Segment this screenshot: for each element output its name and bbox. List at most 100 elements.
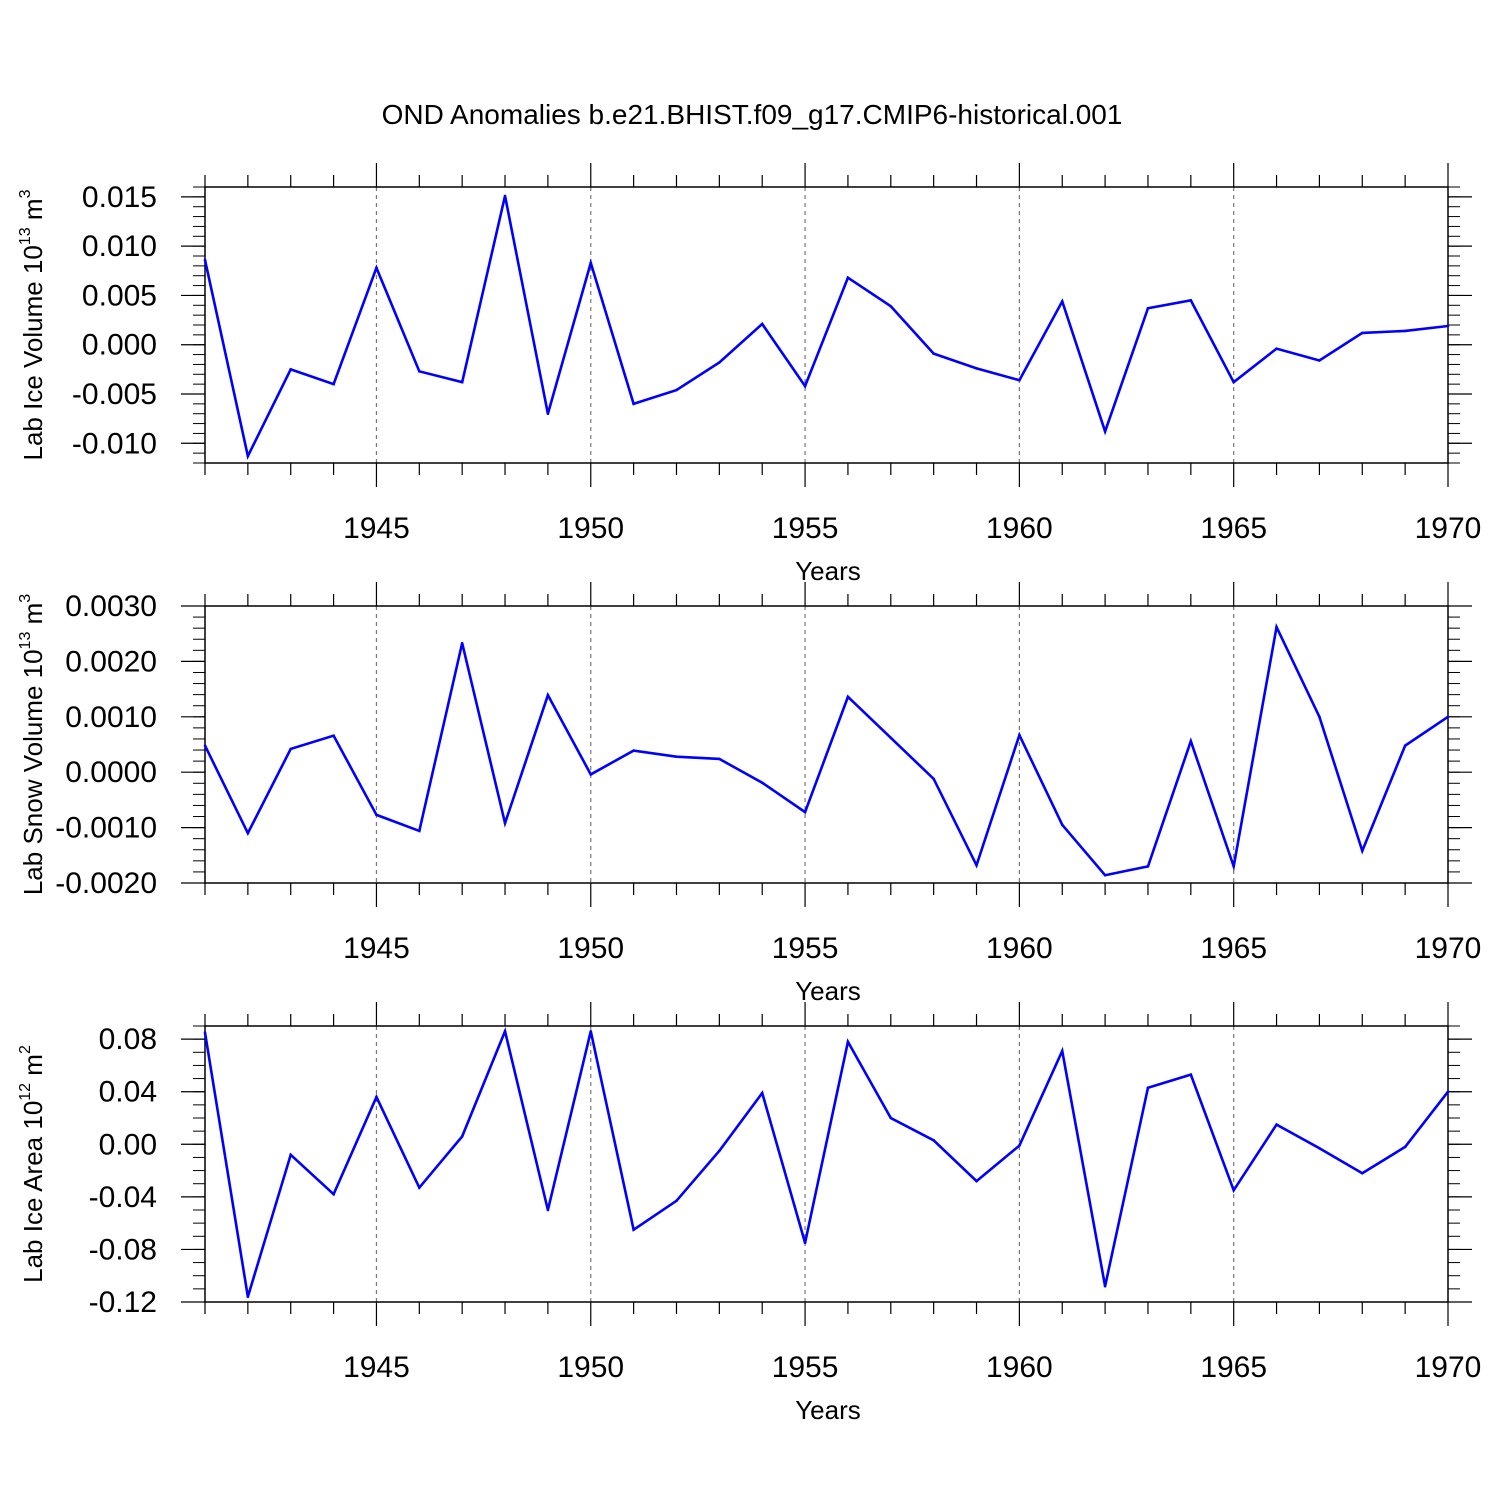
chart2-point-1953: [718, 757, 721, 761]
chart1-point-1946: [418, 370, 421, 373]
chart1-xlabel: Years: [795, 556, 861, 586]
chart1-point-1963: [1146, 306, 1150, 310]
chart3-point-1970: [1446, 1090, 1450, 1094]
panel-1: 1945 1950 1955 1960 1965 1970 -0.010 -0.005 0.00…: [17, 163, 1481, 586]
chart2-point-1958: [932, 777, 935, 781]
chart1-ytick-label: -0.010: [72, 427, 157, 460]
chart1-ytick-label: 0.010: [82, 230, 157, 263]
chart1-ytick-label: 0.015: [82, 181, 157, 214]
chart3-point-1960: [1018, 1144, 1021, 1147]
chart2-point-1963: [1146, 865, 1150, 868]
chart2-point-1961: [1060, 823, 1064, 827]
chart2-point-1944: [332, 734, 335, 737]
chart1-ytick-label: 0.000: [82, 329, 157, 362]
chart1-frame: [204, 186, 1449, 464]
chart3-ytick-label: 0.08: [99, 1023, 157, 1056]
panel-2: 1945 1950 1955 1960 1965 1970 -0.0020 -0.0010 0.…: [17, 582, 1481, 1006]
chart1-ylabel: Lab Ice Volume 1013 m3: [17, 189, 48, 460]
chart2-point-1960: [1018, 733, 1021, 737]
chart2-ylabel: Lab Snow Volume 1013 m3: [17, 594, 48, 895]
chart2-point-1948: [503, 821, 507, 825]
chart3-point-1952: [675, 1199, 678, 1203]
chart2-point-1950: [589, 773, 593, 776]
chart3-point-1959: [975, 1179, 978, 1183]
chart1-xtick-label: 1945: [343, 512, 410, 545]
chart3-point-1954: [760, 1091, 764, 1095]
chart2-point-1956: [846, 695, 850, 699]
chart1-point-1944: [332, 382, 335, 386]
chart2-point-1964: [1189, 739, 1193, 743]
chart1-point-1955: [803, 384, 807, 388]
chart1-point-1969: [1403, 329, 1407, 333]
chart3-point-1961: [1060, 1049, 1064, 1053]
chart3-point-1947: [460, 1135, 464, 1138]
chart2-xtick-label: 1965: [1200, 932, 1267, 965]
chart3-point-1967: [1318, 1146, 1321, 1150]
chart1-xtick-label: 1955: [772, 512, 839, 545]
chart3-point-1957: [889, 1116, 893, 1120]
chart3-point-1949: [546, 1208, 550, 1212]
chart2-point-1947: [460, 641, 464, 645]
chart3-ytick-label: 0.04: [99, 1076, 157, 1109]
chart2-point-1945: [375, 813, 378, 817]
chart2-ytick-label: -0.0020: [55, 867, 157, 900]
chart1-point-1958: [932, 352, 935, 355]
chart3-xlabel: Years: [795, 1395, 861, 1425]
chart1-point-1957: [889, 304, 893, 308]
chart3-point-1951: [632, 1228, 635, 1232]
chart2-xlabel: Years: [795, 976, 861, 1006]
chart3-point-1969: [1403, 1145, 1407, 1149]
chart1-point-1959: [975, 367, 978, 370]
chart2-xtick-label: 1970: [1415, 932, 1482, 965]
chart3-point-1946: [418, 1186, 421, 1189]
panel-3: 1945 1950 1955 1960 1965 1970 -0.12 -0.08 -0.04 0…: [17, 1002, 1481, 1425]
chart3-point-1945: [375, 1095, 378, 1099]
chart1-point-1967: [1318, 359, 1321, 362]
chart1-point-1943: [289, 368, 293, 371]
chart3-point-1953: [718, 1149, 721, 1153]
chart2-xtick-label: 1950: [557, 932, 624, 965]
chart2-point-1965: [1232, 865, 1235, 868]
chart1-point-1961: [1060, 300, 1064, 303]
chart2-ytick-label: -0.0010: [55, 812, 157, 845]
chart1-series-line: [203, 195, 1449, 461]
chart3-ytick-label: 0.00: [99, 1128, 157, 1161]
chart1-point-1964: [1189, 299, 1193, 302]
chart2-point-1952: [675, 755, 678, 758]
chart1-xtick-label: 1965: [1200, 512, 1267, 545]
chart3-point-1956: [846, 1040, 850, 1044]
chart2-point-1942: [246, 831, 250, 835]
chart2-point-1962: [1103, 873, 1107, 877]
chart1-point-1954: [760, 322, 764, 326]
chart3-xtick-label: 1970: [1415, 1351, 1482, 1384]
chart-title: OND Anomalies b.e21.BHIST.f09_g17.CMIP6-…: [382, 99, 1123, 130]
chart2-point-1946: [418, 829, 421, 833]
chart2-xtick-label: 1955: [772, 932, 839, 965]
chart3-point-1968: [1360, 1171, 1364, 1175]
chart2-point-1943: [289, 747, 293, 751]
chart3-point-1948: [503, 1029, 507, 1033]
chart1-point-1941: [203, 258, 207, 262]
chart2-xtick-label: 1960: [986, 932, 1053, 965]
chart3-ytick-label: -0.08: [89, 1233, 157, 1266]
chart1-point-1951: [632, 402, 635, 406]
chart2-point-1941: [203, 744, 207, 747]
chart1-point-1956: [846, 276, 850, 279]
chart3-point-1958: [932, 1139, 935, 1142]
chart3-point-1942: [246, 1295, 250, 1299]
chart1-point-1952: [675, 388, 678, 392]
chart2-ytick-label: 0.0010: [65, 701, 157, 734]
chart1-point-1950: [589, 261, 593, 265]
chart2-point-1970: [1446, 715, 1450, 719]
chart3-point-1962: [1103, 1284, 1107, 1288]
chart2-point-1968: [1360, 849, 1364, 853]
chart2-point-1954: [760, 781, 764, 785]
chart3-point-1944: [332, 1192, 335, 1196]
chart2-point-1949: [546, 693, 550, 697]
chart2-point-1967: [1318, 715, 1321, 719]
chart3-point-1963: [1146, 1086, 1150, 1090]
chart3-point-1966: [1275, 1123, 1278, 1126]
chart2-xtick-label: 1945: [343, 932, 410, 965]
chart2-point-1969: [1403, 744, 1407, 747]
chart1-point-1968: [1360, 331, 1364, 335]
